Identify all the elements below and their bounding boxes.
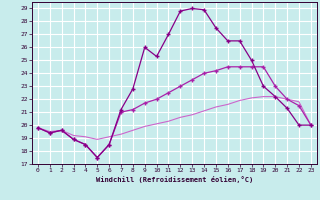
X-axis label: Windchill (Refroidissement éolien,°C): Windchill (Refroidissement éolien,°C) xyxy=(96,176,253,183)
